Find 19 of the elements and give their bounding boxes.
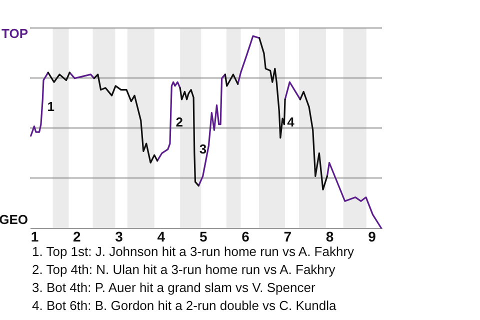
text: 1. Top 1st: J. Johnson hit a 3-run home run vs A. Fakhry [32, 244, 355, 259]
annotation: 3 [199, 141, 207, 156]
text: 3. Bot 4th: P. Auer hit a grand slam vs V. Spencer [32, 280, 316, 295]
annotation: 2 [176, 114, 184, 130]
x-tick-label: 2 [72, 228, 81, 244]
x-tick-label: 4 [157, 228, 166, 244]
annotation: 1 [47, 99, 54, 114]
x-tick-label: 5 [199, 228, 208, 244]
annotation: 4 [287, 114, 296, 130]
text: 2. Top 4th: N. Ulan hit a 3-run home run vs A. Fakhry [32, 262, 336, 277]
x-tick-label: 7 [284, 228, 292, 244]
x-tick-label: 3 [115, 228, 124, 244]
x-tick-label: 9 [368, 228, 376, 244]
text: GEO [0, 212, 28, 227]
text: 4. Bot 6th: B. Gordon hit a 2-run double vs C. Kundla [32, 298, 338, 313]
text: TOP [2, 26, 28, 41]
x-tick-label: 8 [326, 228, 334, 244]
x-tick-label: 1 [30, 228, 39, 244]
x-tick-label: 6 [242, 228, 250, 244]
